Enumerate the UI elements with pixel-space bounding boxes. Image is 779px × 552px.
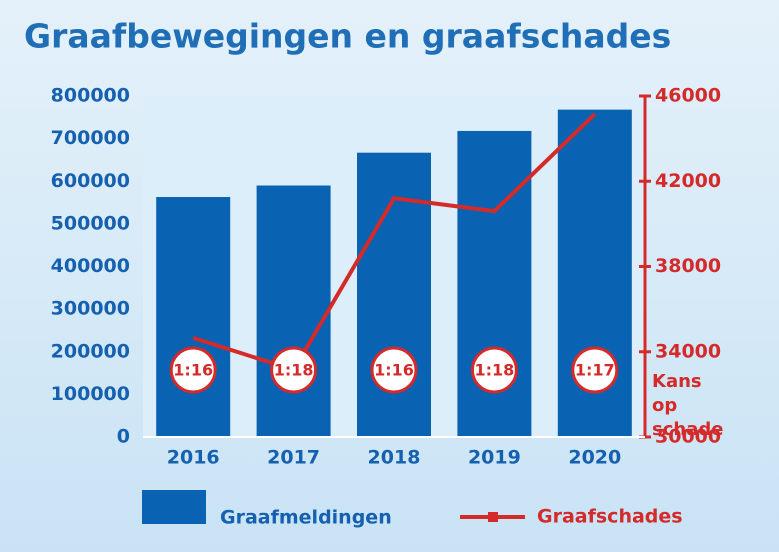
bar: [156, 197, 231, 437]
ratio-badge: [270, 346, 318, 394]
ratio-badge: [370, 346, 418, 394]
x-tick-label: 2016: [167, 447, 220, 469]
legend-swatch: [142, 490, 206, 524]
y-tick-label: 600000: [51, 170, 130, 192]
line: [192, 112, 597, 373]
x-tick-label: 2017: [267, 447, 320, 469]
legend-label: Graafmeldingen: [220, 507, 392, 529]
x-tick-label: 2020: [568, 447, 621, 469]
y2-tick-label: 42000: [655, 170, 721, 192]
legend-label: Graafschades: [537, 506, 683, 528]
y-tick-label: 800000: [51, 85, 130, 107]
y2-tick-label: 46000: [655, 85, 721, 107]
y2-tick-label: 38000: [655, 255, 721, 277]
y2-tick-label: 34000: [655, 340, 721, 362]
y-tick-label: 200000: [51, 340, 130, 362]
ratio-label: 1:16: [374, 361, 414, 380]
y-tick-label: 500000: [51, 212, 130, 234]
y-tick-label: 400000: [51, 255, 130, 277]
ratio-label: 1:17: [575, 361, 615, 380]
y-tick-label: 300000: [51, 298, 130, 320]
y-tick-label: 100000: [51, 383, 130, 405]
ratio-badge: [169, 346, 217, 394]
x-tick-label: 2019: [468, 447, 521, 469]
y2-tick-label: 30000: [655, 426, 721, 448]
legend-marker: [488, 512, 498, 522]
bar: [357, 152, 431, 437]
y-tick-label: 700000: [51, 127, 130, 149]
ratio-badge: [470, 346, 518, 394]
x-tick-label: 2018: [368, 447, 421, 469]
y2-axis-label: Kans op schade: [652, 371, 724, 440]
ratio-badge: [571, 346, 619, 394]
ratio-label: 1:18: [475, 361, 515, 380]
ratio-label: 1:16: [173, 361, 213, 380]
ratio-label: 1:18: [274, 361, 314, 380]
bar: [256, 185, 331, 437]
y-tick-label: 0: [117, 426, 130, 448]
chart-title: Graafbewegingen en graafschades: [24, 17, 671, 56]
